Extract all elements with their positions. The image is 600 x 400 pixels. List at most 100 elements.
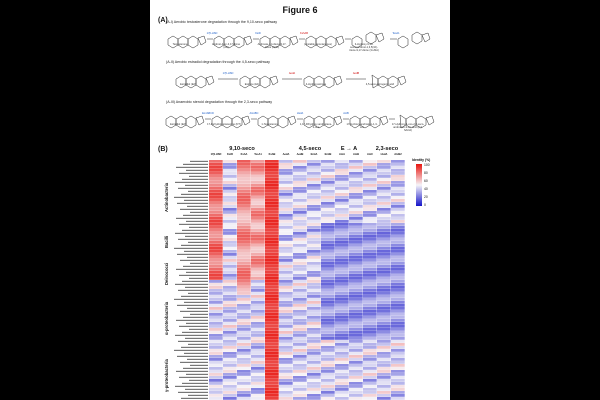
heatmap-cell	[251, 280, 265, 283]
heatmap-cell	[391, 175, 405, 178]
heatmap-cell	[307, 274, 321, 277]
legend-tick-0: 0	[424, 203, 426, 207]
heatmap-cell	[335, 244, 349, 247]
gene-label-line	[182, 383, 208, 384]
heatmap-cell	[293, 211, 307, 214]
heatmap-cell	[293, 349, 307, 352]
gene-label-line	[183, 215, 208, 216]
heatmap-cell	[209, 166, 223, 169]
heatmap-cell	[265, 259, 279, 262]
heatmap-cell	[251, 319, 265, 322]
heatmap-cell	[251, 352, 265, 355]
heatmap-cell	[223, 367, 237, 370]
heatmap-cell	[321, 277, 335, 280]
heatmap-cell	[335, 205, 349, 208]
gene-label-line	[183, 368, 208, 369]
heatmap-cell	[265, 310, 279, 313]
heatmap-cell	[293, 205, 307, 208]
heatmap-cell	[391, 343, 405, 346]
heatmap-cell	[237, 184, 251, 187]
compound-4-hydroxyestrone: 4-Hydroxyestrone	[299, 83, 333, 86]
heatmap-cell	[251, 310, 265, 313]
heatmap-cell	[237, 178, 251, 181]
heatmap-cell	[251, 175, 265, 178]
heatmap-cell	[209, 340, 223, 343]
heatmap-cell	[307, 337, 321, 340]
heatmap-cell	[391, 223, 405, 226]
heatmap-cell	[349, 193, 363, 196]
heatmap-cell	[321, 229, 335, 232]
heatmap-cell	[349, 304, 363, 307]
heatmap-cell	[321, 160, 335, 163]
heatmap-cell	[363, 322, 377, 325]
heatmap-cell	[209, 397, 223, 400]
heatmap-cell	[209, 280, 223, 283]
heatmap-cell	[307, 235, 321, 238]
heatmap-cell	[391, 271, 405, 274]
heatmap-cell	[335, 343, 349, 346]
heatmap-cell	[279, 217, 293, 220]
gene-label-line	[186, 170, 208, 171]
gene-label-line	[186, 272, 208, 273]
heatmap-cell	[363, 208, 377, 211]
heatmap-cell	[237, 205, 251, 208]
heatmap-cell	[237, 268, 251, 271]
heatmap-cell	[363, 343, 377, 346]
heatmap-cell	[307, 253, 321, 256]
heatmap-cell	[279, 241, 293, 244]
heatmap-cell	[349, 196, 363, 199]
heatmap-cell	[349, 307, 363, 310]
gene-label-line	[184, 302, 208, 303]
heatmap-cell	[321, 310, 335, 313]
heatmap-cell	[251, 223, 265, 226]
heatmap-cell	[335, 286, 349, 289]
heatmap-cell	[251, 184, 265, 187]
pathway-1-title: (A-I) Aerobic testosterone degradation t…	[166, 20, 277, 24]
heatmap-cell	[349, 259, 363, 262]
heatmap-cell	[237, 352, 251, 355]
heatmap-cell	[251, 172, 265, 175]
heatmap-cell	[223, 388, 237, 391]
heatmap-cell	[363, 217, 377, 220]
heatmap-cell	[349, 361, 363, 364]
heatmap-cell	[279, 349, 293, 352]
heatmap-cell	[265, 286, 279, 289]
heatmap-cell	[209, 256, 223, 259]
heatmap-cell	[293, 274, 307, 277]
lineage-actinobacteria: Actinobacteria	[164, 183, 169, 212]
heatmap-cell	[349, 394, 363, 397]
heatmap-cell	[391, 163, 405, 166]
heatmap-cell	[209, 355, 223, 358]
heatmap-cell	[377, 388, 391, 391]
column-header: KstD	[223, 153, 237, 156]
heatmap-cell	[391, 193, 405, 196]
heatmap-cell	[363, 364, 377, 367]
heatmap-cell	[377, 214, 391, 217]
heatmap-cell	[377, 355, 391, 358]
heatmap-cell	[349, 250, 363, 253]
heatmap-cell	[293, 298, 307, 301]
column-header: KshB	[265, 153, 279, 156]
heatmap-cell	[307, 175, 321, 178]
heatmap-cell	[251, 214, 265, 217]
heatmap-cell	[293, 343, 307, 346]
heatmap-cell	[377, 328, 391, 331]
gene-label-line	[185, 389, 208, 390]
heatmap-cell	[335, 364, 349, 367]
heatmap-cell	[223, 199, 237, 202]
heatmap-cell	[209, 163, 223, 166]
heatmap-cell	[321, 190, 335, 193]
heatmap-cell	[363, 286, 377, 289]
heatmap-cell	[265, 358, 279, 361]
heatmap-cell	[265, 304, 279, 307]
gene-label-line	[180, 260, 208, 261]
heatmap-cell	[251, 394, 265, 397]
heatmap-cell	[307, 280, 321, 283]
heatmap-cell	[307, 205, 321, 208]
heatmap-cell	[279, 247, 293, 250]
heatmap-cell	[237, 367, 251, 370]
heatmap-cell	[391, 226, 405, 229]
heatmap-cell	[293, 163, 307, 166]
heatmap-cell	[265, 253, 279, 256]
heatmap-cell	[293, 397, 307, 400]
